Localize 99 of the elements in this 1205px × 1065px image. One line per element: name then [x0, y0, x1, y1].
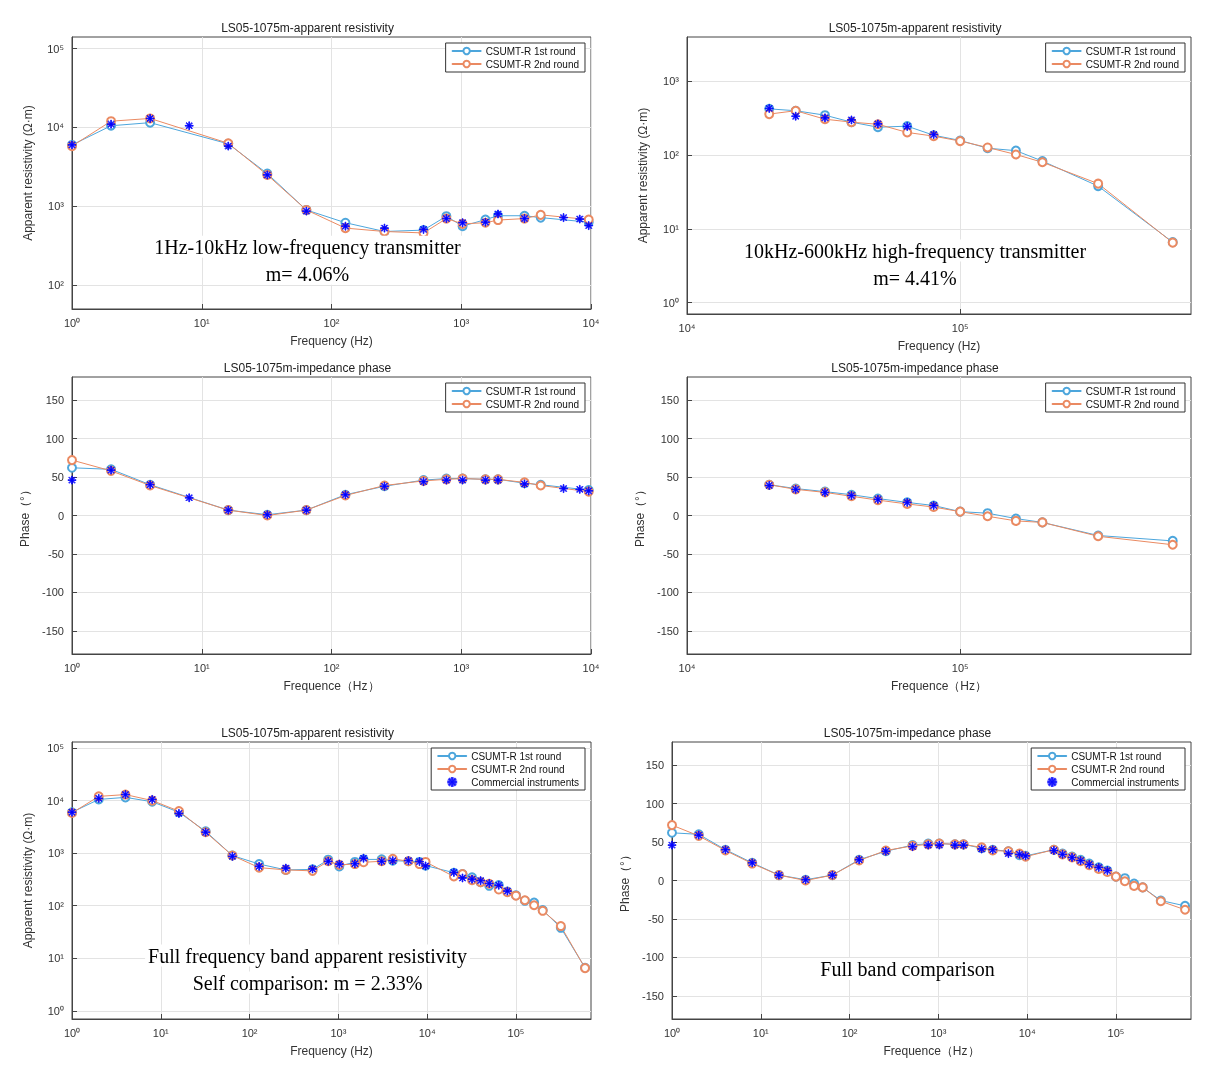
legend-label: CSUMT-R 1st round [471, 750, 562, 762]
chart-title: LS05-1075m-impedance phase [831, 361, 1000, 375]
legend-label: CSUMT-R 1st round [485, 385, 576, 397]
x-tick-label: 10⁵ [951, 321, 969, 334]
y-tick-label: 150 [45, 394, 64, 407]
y-tick-label: 50 [651, 836, 664, 849]
legend-label: Commercial instruments [1071, 776, 1180, 788]
x-axis-title: Frequence（Hz） [890, 679, 988, 693]
x-tick-label: 10⁰ [63, 661, 81, 674]
y-tick-label: 10⁴ [47, 794, 65, 807]
x-tick-label: 10⁴ [678, 321, 696, 334]
x-tick-label: 10² [841, 1026, 858, 1039]
y-axis-title: Apparent resistivity (Ω·m) [21, 105, 35, 241]
y-tick-label: 10⁰ [47, 1004, 64, 1017]
legend-label: CSUMT-R 2nd round [1085, 398, 1180, 410]
x-tick-label: 10⁴ [678, 661, 696, 674]
y-tick-label: 100 [45, 432, 64, 445]
x-tick-label: 10³ [930, 1026, 947, 1039]
legend-label: CSUMT-R 2nd round [471, 763, 565, 775]
y-tick-label: 100 [645, 797, 664, 810]
chart-title: LS05-1075m-apparent resistivity [221, 21, 394, 35]
y-tick-label: -100 [641, 951, 664, 964]
x-axis-title: Frequence（Hz） [283, 679, 380, 693]
legend-label: CSUMT-R 1st round [1071, 750, 1162, 762]
x-tick-label: 10⁴ [1018, 1026, 1036, 1039]
y-tick-label: 100 [660, 432, 679, 445]
y-tick-label: 10⁵ [47, 741, 64, 754]
x-tick-label: 10¹ [193, 661, 211, 674]
y-tick-label: -50 [48, 547, 64, 560]
chart-title: LS05-1075m-apparent resistivity [828, 21, 1002, 35]
y-axis-title: Apparent resistivity (Ω·m) [636, 107, 650, 244]
y-tick-label: 150 [660, 394, 679, 407]
y-tick-label: 10⁰ [662, 296, 679, 309]
y-tick-label: 10⁵ [47, 42, 64, 55]
annotation: 1Hz-10kHz low-frequency transmitter [154, 235, 462, 259]
x-axis-title: Frequency (Hz) [897, 339, 981, 353]
y-axis-title: Phase（°） [18, 484, 33, 547]
y-tick-label: 50 [666, 471, 679, 484]
y-tick-label: -100 [656, 586, 679, 599]
y-tick-label: -100 [41, 586, 64, 599]
x-tick-label: 10³ [330, 1026, 347, 1039]
x-tick-label: 10² [323, 316, 340, 329]
x-tick-label: 10⁵ [1107, 1026, 1125, 1039]
y-axis-title: Phase（°） [618, 849, 633, 912]
x-axis-title: Frequency (Hz) [290, 334, 373, 348]
y-tick-label: 10³ [48, 200, 65, 213]
annotation: Full band comparison [820, 958, 995, 982]
chart-title: LS05-1075m-impedance phase [223, 361, 392, 375]
x-tick-label: 10³ [453, 316, 470, 329]
y-tick-label: 10³ [48, 847, 65, 860]
chart-title: LS05-1075m-apparent resistivity [221, 726, 394, 740]
x-tick-label: 10¹ [152, 1026, 170, 1039]
y-tick-label: -150 [641, 989, 664, 1002]
y-tick-label: 10⁴ [47, 121, 65, 134]
y-tick-label: 50 [51, 471, 64, 484]
y-axis-title: Apparent resistivity (Ω·m) [21, 812, 35, 949]
annotation: m= 4.41% [873, 266, 957, 289]
y-axis-title: Phase（°） [633, 484, 648, 547]
x-tick-label: 10⁰ [63, 1026, 81, 1039]
legend-label: CSUMT-R 2nd round [485, 398, 580, 410]
legend-label: CSUMT-R 1st round [1085, 45, 1176, 57]
legend-label: CSUMT-R 2nd round [1085, 58, 1180, 70]
legend-label: CSUMT-R 1st round [1085, 385, 1176, 397]
x-tick-label: 10⁴ [582, 316, 600, 329]
x-tick-label: 10⁵ [951, 661, 969, 674]
x-tick-label: 10³ [453, 661, 470, 674]
x-tick-label: 10¹ [193, 316, 211, 329]
y-tick-label: 10¹ [48, 952, 65, 965]
y-tick-label: -50 [663, 547, 679, 560]
y-tick-label: 10² [663, 149, 680, 162]
y-tick-label: 0 [657, 874, 664, 887]
x-tick-label: 10¹ [752, 1026, 770, 1039]
y-tick-label: 10¹ [663, 222, 680, 235]
legend-label: CSUMT-R 1st round [485, 45, 576, 57]
annotation: Self comparison: m = 2.33% [192, 971, 423, 995]
x-tick-label: 10² [323, 661, 340, 674]
y-tick-label: 10² [48, 899, 65, 912]
x-tick-label: 10⁵ [507, 1026, 525, 1039]
legend-label: Commercial instruments [471, 776, 580, 788]
x-tick-label: 10⁴ [418, 1026, 436, 1039]
x-axis-title: Frequence（Hz） [883, 1044, 980, 1058]
y-tick-label: 150 [645, 759, 664, 772]
x-tick-label: 10⁰ [63, 316, 81, 329]
x-tick-label: 10⁴ [582, 661, 600, 674]
x-axis-title: Frequency (Hz) [290, 1044, 373, 1058]
y-tick-label: -150 [656, 624, 679, 637]
y-tick-label: 10³ [663, 75, 680, 88]
chart-title: LS05-1075m-impedance phase [823, 726, 992, 740]
legend-label: CSUMT-R 2nd round [1071, 763, 1165, 775]
y-tick-label: -50 [648, 912, 664, 925]
legend-label: CSUMT-R 2nd round [485, 58, 580, 70]
annotation: Full frequency band apparent resistivity [148, 944, 467, 968]
y-tick-label: -150 [41, 624, 64, 637]
y-tick-label: 0 [672, 509, 679, 522]
y-tick-label: 0 [57, 509, 64, 522]
annotation: m= 4.06% [265, 262, 350, 285]
x-tick-label: 10² [241, 1026, 258, 1039]
annotation: 10kHz-600kHz high-frequency transmitter [743, 239, 1087, 263]
y-tick-label: 10² [48, 279, 65, 292]
